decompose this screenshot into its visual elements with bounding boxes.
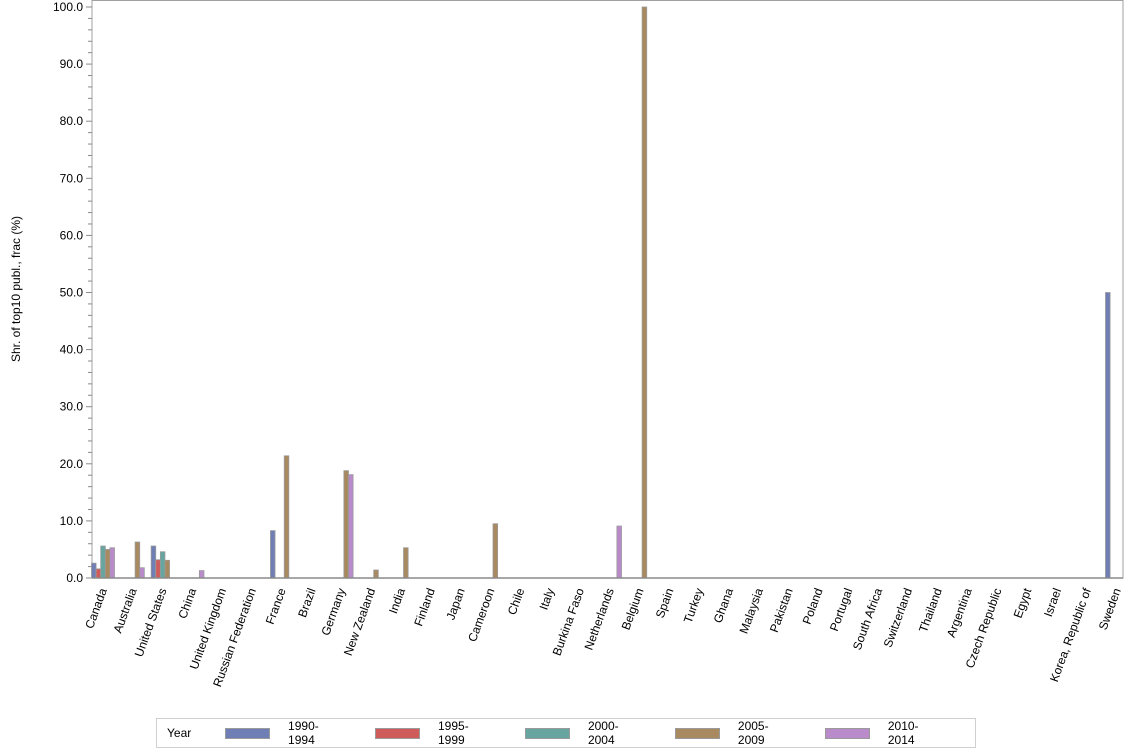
y-axis: 0.0 10.0 20.0 30.0 40.0 50.0 60.0 70.0 80.0 90.0 1… — [53, 0, 92, 585]
y-tick-label: 50.0 — [60, 286, 84, 300]
legend: Year 1990-1994 1995-1999 2000-2004 2005-200… — [156, 718, 976, 748]
legend-swatch — [525, 727, 570, 739]
x-tick-label: Switzerland — [881, 586, 915, 649]
bar — [164, 559, 170, 579]
bar — [373, 569, 379, 579]
x-tick-label: China — [175, 586, 199, 621]
x-tick-label: Spain — [653, 586, 677, 620]
x-tick-label: Finland — [411, 586, 438, 628]
bar — [139, 567, 145, 579]
bar — [109, 547, 115, 579]
y-tick-label: 20.0 — [60, 457, 84, 471]
y-tick-label: 60.0 — [60, 228, 84, 242]
legend-title: Year — [167, 726, 192, 740]
bar — [91, 562, 97, 579]
plot-area — [91, 0, 1124, 579]
y-tick-label: 70.0 — [60, 171, 84, 185]
legend-item: 1995-1999 — [375, 719, 489, 747]
legend-item: 1990-1994 — [225, 719, 339, 747]
x-tick-label: New Zealand — [341, 586, 378, 657]
x-tick-label: Ghana — [711, 586, 737, 625]
x-tick-label: Turkey — [681, 586, 707, 625]
bar — [150, 545, 157, 579]
x-tick-label: Germany — [318, 586, 348, 637]
x-tick-label: Sweden — [1096, 586, 1124, 632]
x-tick-label: Belgium — [619, 586, 647, 632]
legend-label: 1995-1999 — [438, 719, 469, 747]
y-tick-label: 40.0 — [60, 343, 84, 357]
bar — [492, 523, 499, 579]
legend-item: 2010-2014 — [825, 719, 939, 747]
legend-swatch — [375, 727, 420, 739]
bar — [270, 530, 276, 579]
bar — [348, 474, 354, 579]
bar — [155, 559, 161, 579]
bar — [134, 541, 141, 579]
x-tick-label: Brazil — [295, 586, 318, 619]
legend-label: 2000-2004 — [587, 719, 619, 747]
legend-label: 1990-1994 — [288, 719, 319, 747]
x-tick-label: Cameroon — [465, 586, 497, 643]
y-tick-label: 0.0 — [66, 571, 83, 585]
bar — [1105, 292, 1111, 579]
bar — [283, 455, 290, 579]
bar — [159, 551, 166, 579]
x-tick-label: Australia — [111, 586, 140, 635]
y-tick-label: 30.0 — [60, 400, 84, 414]
x-tick-label: Thailand — [916, 586, 945, 634]
x-tick-label: Italy — [536, 586, 557, 611]
legend-swatch — [675, 727, 720, 739]
y-tick-label: 90.0 — [60, 57, 84, 71]
bar — [100, 545, 106, 579]
x-tick-label: Pakistan — [767, 586, 796, 634]
y-axis-title: Shr. of top10 publ., frac (%) — [9, 216, 23, 362]
x-tick-label: Egypt — [1011, 586, 1035, 620]
x-tick-label: Japan — [443, 586, 467, 622]
x-tick-label: Israel — [1041, 586, 1064, 618]
bar — [198, 570, 205, 579]
bar — [104, 549, 111, 579]
x-tick-label: France — [263, 586, 289, 626]
x-tick-label: Malaysia — [737, 586, 766, 636]
legend-swatch — [825, 727, 870, 739]
legend-item: 2000-2004 — [525, 719, 639, 747]
x-tick-label: Netherlands — [582, 586, 617, 652]
legend-label: 2010-2014 — [887, 719, 919, 747]
x-tick-label: Canada — [82, 586, 110, 631]
x-tick-label: Poland — [800, 586, 826, 626]
x-tick-label: Portugal — [827, 586, 855, 633]
bar — [95, 568, 102, 579]
bar — [616, 525, 622, 579]
x-tick-label: India — [386, 586, 408, 616]
x-tick-label: South Africa — [850, 586, 885, 652]
legend-swatch — [225, 727, 271, 739]
legend-item: 2005-2009 — [675, 719, 789, 747]
bar — [343, 470, 349, 579]
legend-label: 2005-2009 — [737, 719, 769, 747]
y-tick-label: 100.0 — [53, 0, 83, 14]
x-tick-label: Chile — [505, 586, 528, 617]
bar — [641, 6, 648, 579]
y-tick-label: 10.0 — [60, 514, 84, 528]
y-tick-label: 80.0 — [60, 114, 84, 128]
x-tick-label: Argentina — [944, 586, 975, 639]
bar — [403, 547, 409, 579]
